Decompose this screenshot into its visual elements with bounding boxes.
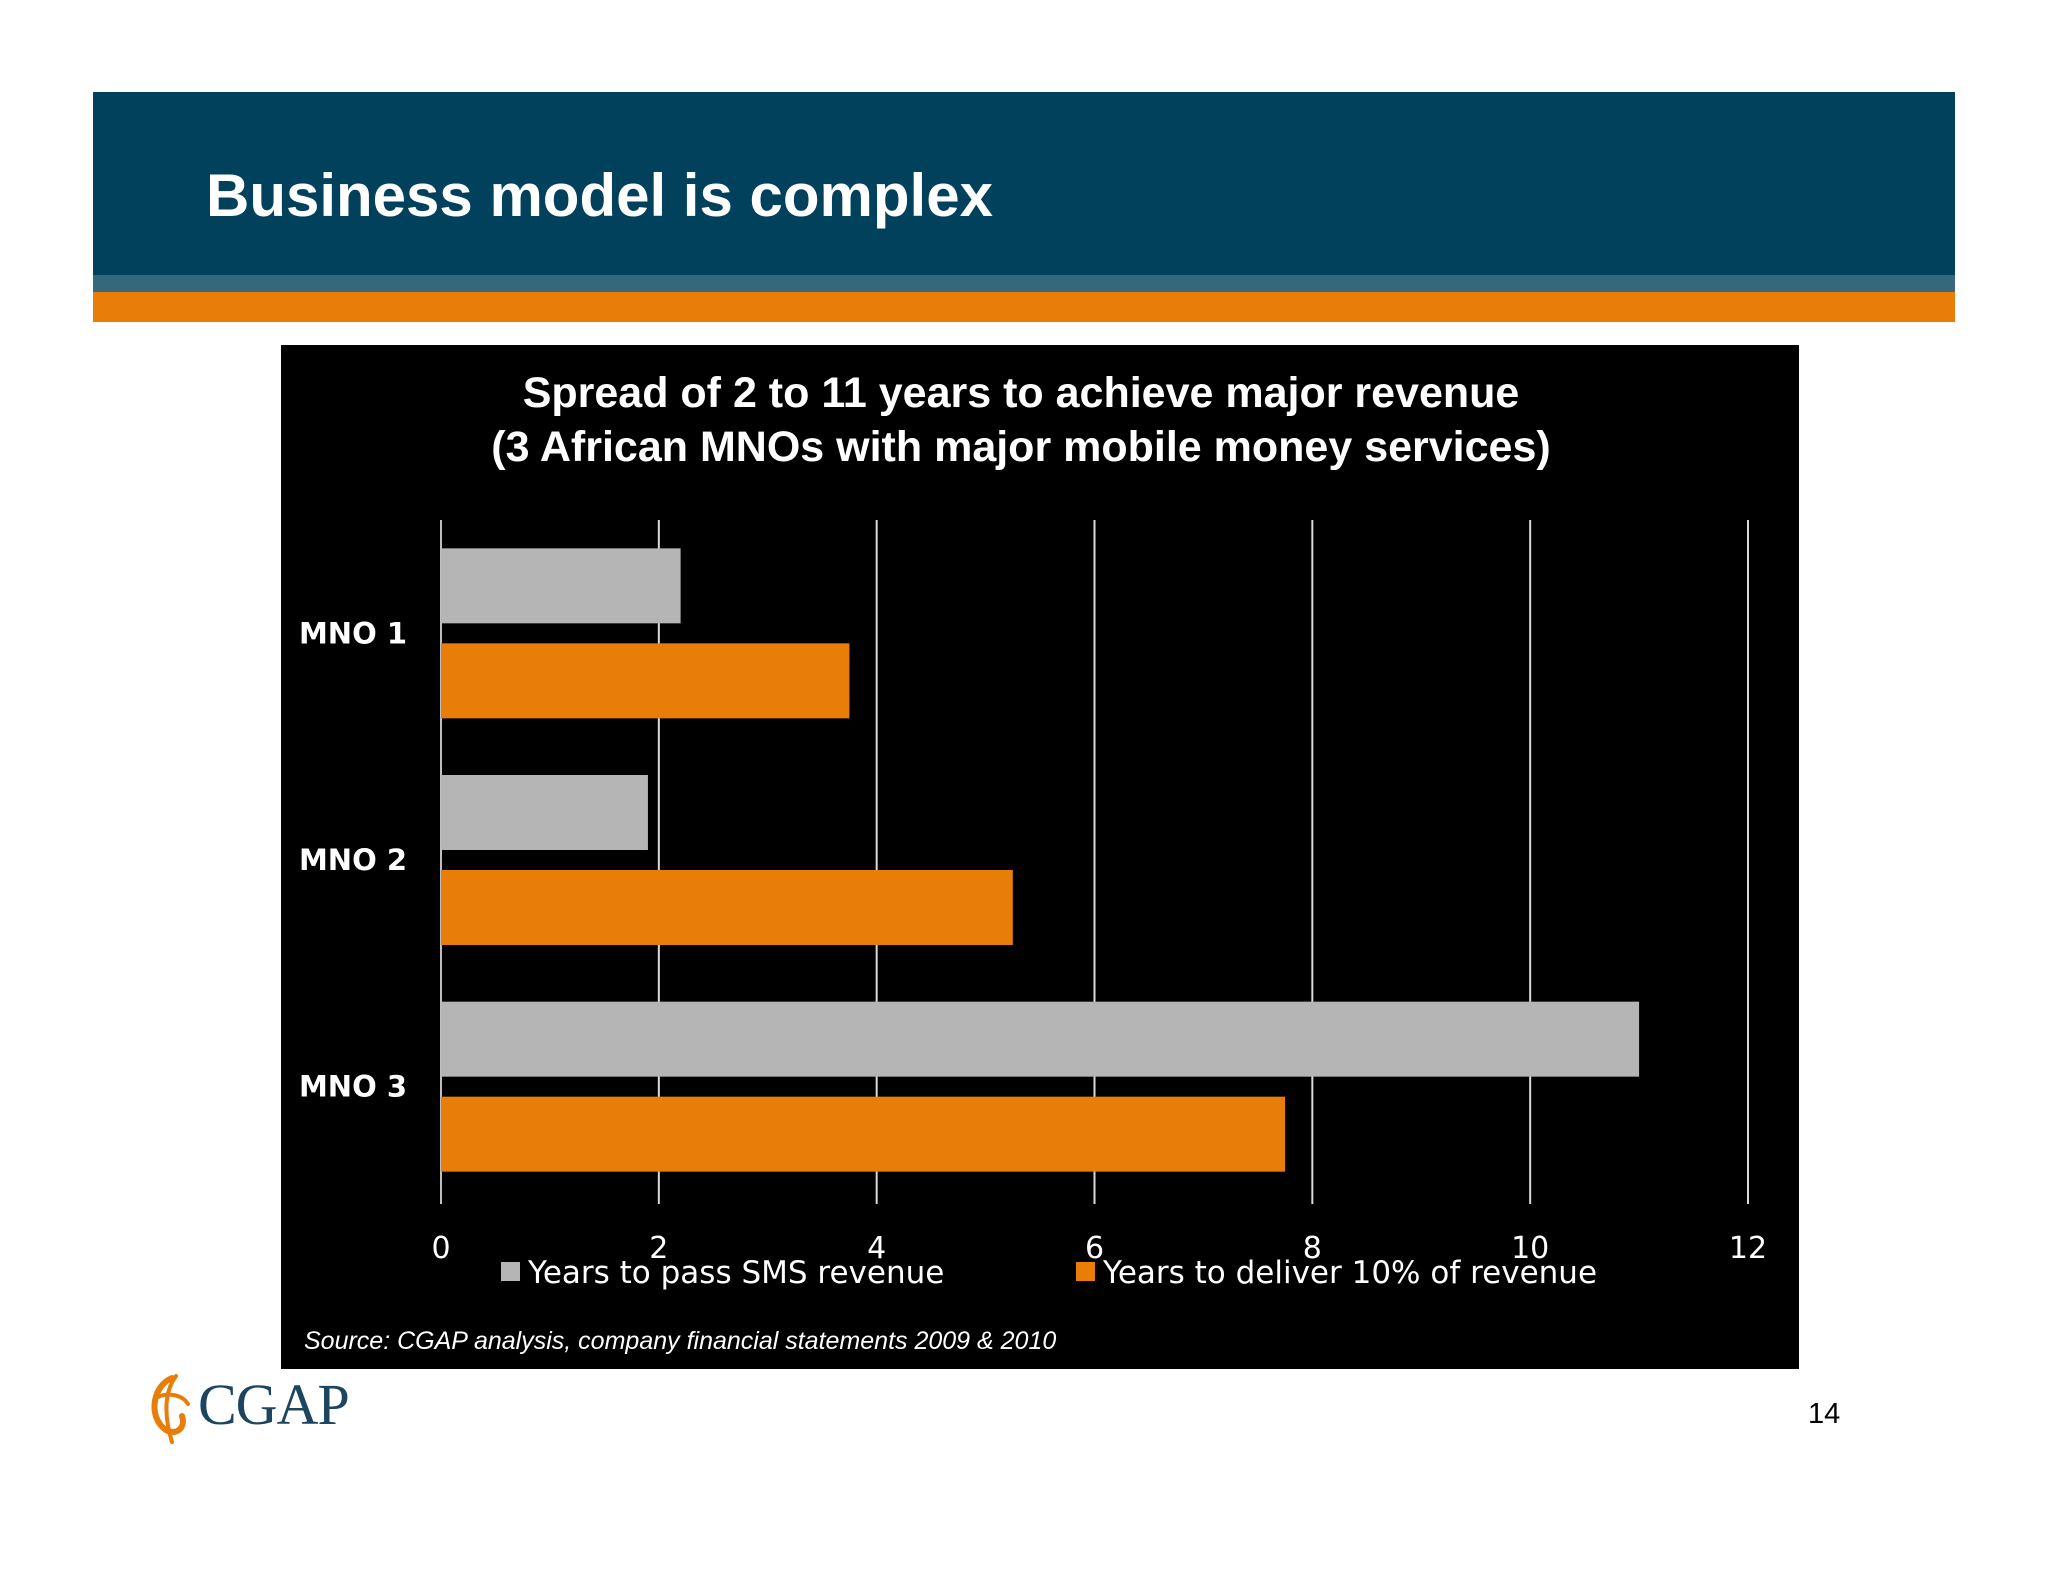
- chart-title-line-2: (3 African MNOs with major mobile money …: [491, 423, 1550, 471]
- page-number: 14: [1808, 1398, 1841, 1430]
- bars: [441, 548, 1640, 1172]
- bar-mno-2-series-1: [441, 775, 648, 850]
- legend-label: Years to deliver 10% of revenue: [1102, 1255, 1597, 1291]
- chart-panel: Spread of 2 to 11 years to achieve major…: [281, 345, 1799, 1369]
- bar-mno-3-series-2: [441, 1096, 1286, 1172]
- x-tick-label: 8: [1303, 1231, 1322, 1266]
- source-note: Source: CGAP analysis, company financial…: [304, 1327, 1056, 1355]
- x-tick-label: 12: [1729, 1231, 1767, 1266]
- bar-mno-1-series-2: [441, 643, 850, 719]
- header-band: [93, 92, 1955, 275]
- x-tick-label: 0: [431, 1231, 450, 1266]
- logo-text: CGAP: [198, 1372, 350, 1437]
- cgap-logo-mark-icon: [151, 1374, 190, 1444]
- header-stripe: [93, 275, 1955, 292]
- x-tick-label: 10: [1511, 1231, 1549, 1266]
- category-labels: MNO 1 MNO 2 MNO 3: [299, 616, 407, 1103]
- chart-title-line-1: Spread of 2 to 11 years to achieve major…: [523, 369, 1520, 417]
- x-tick-labels: 0 2 4 6 8 10 12: [431, 1231, 1767, 1266]
- category-label: MNO 3: [299, 1070, 407, 1104]
- bar-chart: Spread of 2 to 11 years to achieve major…: [299, 369, 1767, 1355]
- cgap-logo: CGAP: [142, 1372, 402, 1444]
- legend: Years to pass SMS revenue Years to delive…: [501, 1255, 1597, 1291]
- x-tick-label: 2: [649, 1231, 668, 1266]
- category-label: MNO 2: [299, 843, 407, 877]
- bar-mno-2-series-2: [441, 870, 1013, 945]
- legend-swatch: [1076, 1262, 1095, 1281]
- gridlines: [440, 520, 1749, 1204]
- legend-swatch: [501, 1262, 520, 1281]
- x-tick-label: 6: [1085, 1231, 1104, 1266]
- category-label: MNO 1: [299, 616, 407, 650]
- bar-mno-1-series-1: [441, 548, 681, 624]
- bar-mno-3-series-1: [441, 1001, 1640, 1077]
- header-orange-stripe: [93, 292, 1955, 322]
- page-title: Business model is complex: [206, 162, 993, 229]
- legend-label: Years to pass SMS revenue: [527, 1255, 944, 1291]
- x-tick-label: 4: [867, 1231, 886, 1266]
